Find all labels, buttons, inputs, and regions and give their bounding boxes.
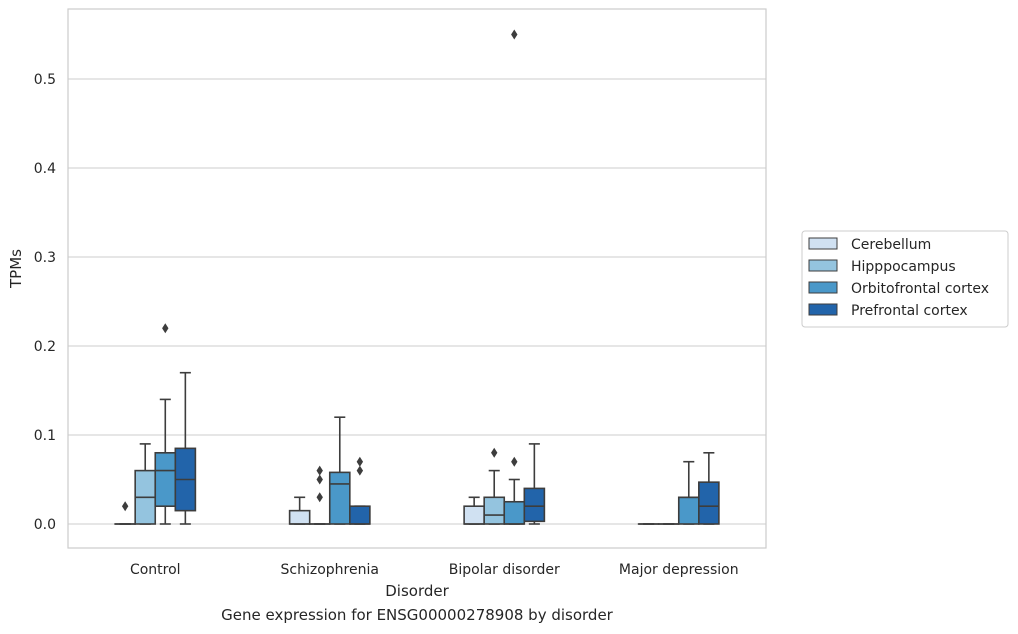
box (677, 496, 700, 525)
box (328, 471, 351, 525)
box (698, 481, 720, 525)
legend-frame (801, 230, 1009, 328)
outlier-point (316, 492, 323, 503)
box-group (134, 443, 157, 525)
box-group (328, 416, 351, 525)
x-tick-labels: Control Schizophrenia Bipolar disorder Majo… (130, 562, 739, 578)
x-tick-label: Control (130, 562, 181, 578)
box (483, 496, 506, 525)
legend-label: Orbitofrontal cortex (851, 281, 989, 297)
y-tick-labels: 0.0 0.1 0.2 0.3 0.4 0.5 (34, 72, 56, 533)
legend: Cerebellum Hipppocampus Orbitofrontal cort… (801, 230, 1009, 328)
x-axis-title: Disorder (385, 582, 449, 600)
box (288, 509, 311, 525)
plot-boxes (114, 29, 720, 525)
y-axis-title: TPMs (7, 249, 25, 289)
legend-swatch (808, 237, 838, 250)
outlier-point (356, 465, 364, 476)
box-group (154, 323, 177, 525)
box-group (174, 371, 197, 525)
box-group (503, 29, 526, 525)
box (503, 500, 526, 525)
box-group (463, 496, 485, 525)
box-group (288, 496, 311, 525)
y-tick-label: 0.5 (34, 72, 56, 88)
outlier-point (121, 501, 129, 512)
outlier-point (316, 474, 323, 485)
outlier-point (316, 465, 323, 476)
y-tick-label: 0.4 (34, 161, 56, 177)
box (523, 487, 546, 523)
y-tick-label: 0.1 (34, 428, 56, 444)
legend-label: Hipppocampus (851, 259, 956, 275)
x-tick-label: Bipolar disorder (449, 562, 560, 578)
box (463, 505, 485, 525)
y-tick-label: 0.0 (34, 517, 56, 533)
outlier-point (162, 323, 169, 334)
box (154, 451, 177, 507)
box-group (349, 456, 371, 525)
legend-swatch (808, 259, 838, 272)
box-group (114, 501, 136, 525)
box-group (308, 465, 331, 525)
legend-label: Cerebellum (851, 237, 931, 253)
plot-frame (67, 8, 767, 549)
legend-swatch (808, 303, 838, 316)
outlier-point (511, 456, 518, 467)
outlier-point (356, 456, 364, 467)
legend-swatch (808, 281, 838, 294)
legend-label: Prefrontal cortex (851, 303, 968, 319)
box-group (483, 447, 506, 525)
box-group (523, 443, 546, 525)
y-tick-label: 0.3 (34, 250, 56, 266)
box (349, 505, 371, 525)
x-tick-label: Major depression (619, 562, 739, 578)
outlier-point (491, 447, 498, 458)
box-group (698, 451, 720, 525)
box-group (677, 460, 700, 525)
outlier-point (511, 29, 518, 40)
x-tick-label: Schizophrenia (281, 562, 379, 578)
figure-caption: Gene expression for ENSG00000278908 by d… (221, 606, 613, 624)
y-tick-label: 0.2 (34, 339, 56, 355)
